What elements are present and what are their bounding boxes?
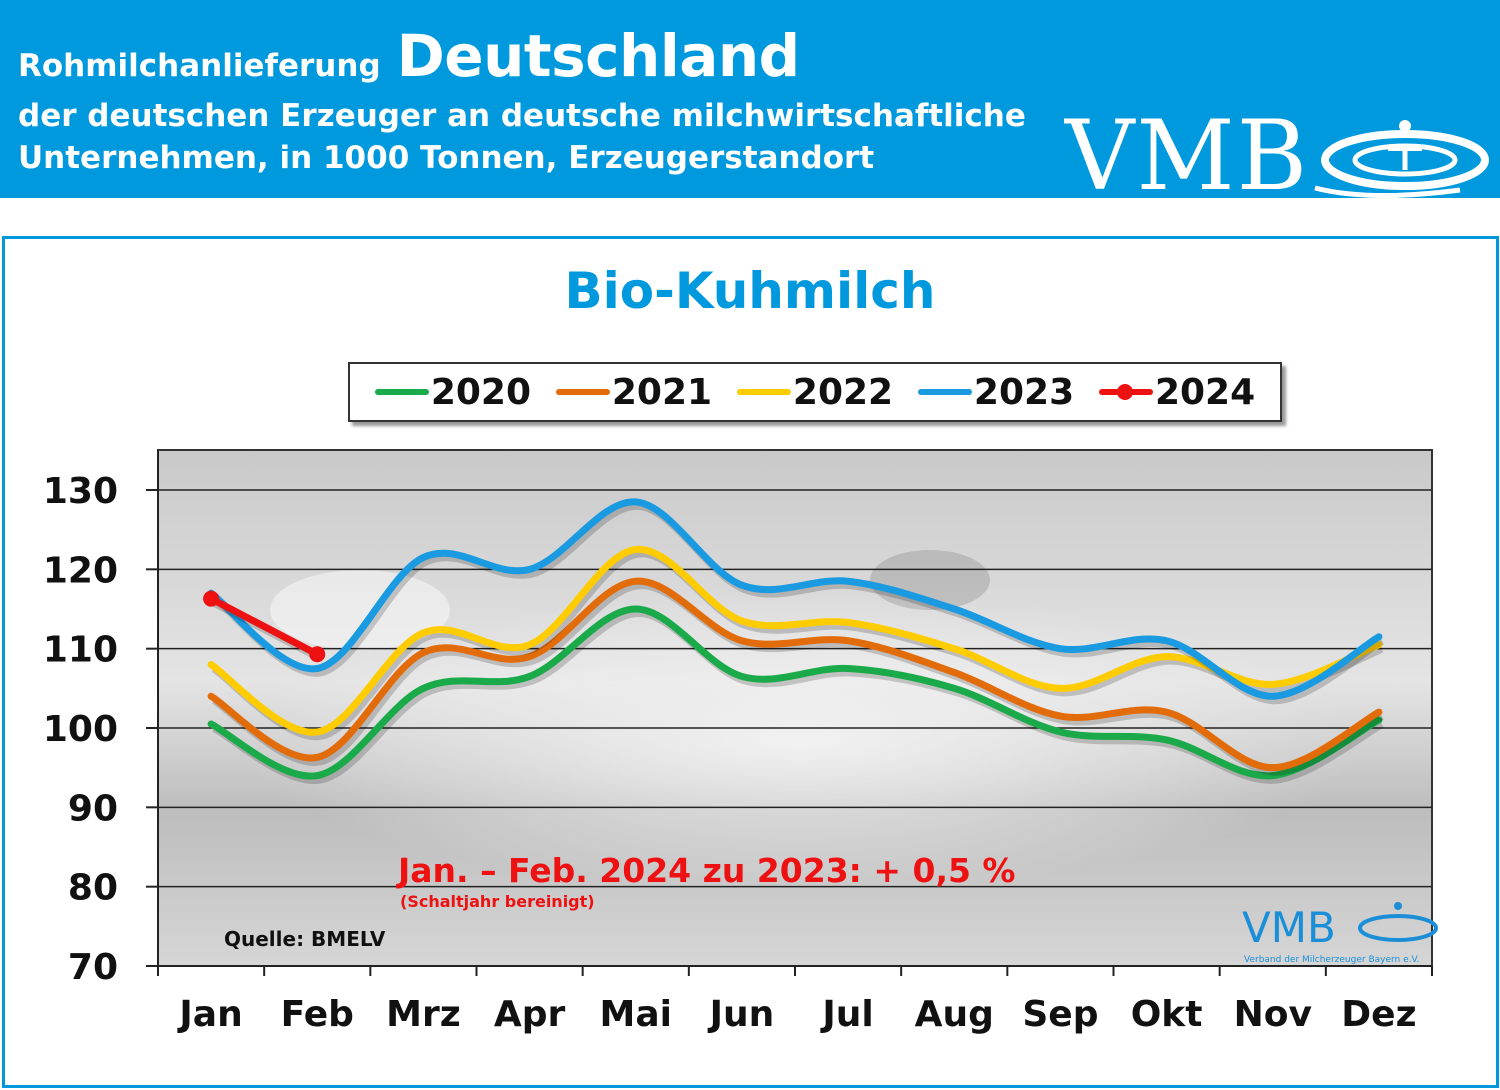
- y-axis: 70 80 90 100 110 120 130: [43, 450, 159, 988]
- watermark-logo-text: VMB: [1242, 903, 1336, 952]
- legend-label-2023: 2023: [973, 371, 1075, 413]
- y-tick-label: 120: [43, 550, 118, 591]
- header-subject: Rohmilchanlieferung: [18, 48, 381, 84]
- legend-item-2024: 2024: [1098, 371, 1256, 413]
- watermark-logo: VMB Verband der Milcherzeuger Bayern e.V…: [1242, 902, 1438, 965]
- y-tick-label: 130: [43, 471, 118, 512]
- x-tick-label: Jan: [176, 994, 242, 1035]
- x-tick-label: Sep: [1022, 994, 1098, 1035]
- legend-item-2020: 2020: [374, 371, 532, 413]
- legend-swatch-2023: [917, 389, 972, 395]
- watermark-text: Verband der Milcherzeuger Bayern e.V.: [1244, 955, 1419, 965]
- vmb-logo-icon: [1314, 120, 1489, 198]
- x-tick-label: Jun: [707, 994, 775, 1035]
- x-tick-label: Mrz: [386, 994, 461, 1035]
- legend-swatch-2020: [374, 389, 429, 395]
- source-label: Quelle: BMELV: [224, 927, 386, 951]
- legend-label-2021: 2021: [611, 371, 713, 413]
- x-tick-label: Feb: [281, 994, 354, 1035]
- annotation-sub: (Schaltjahr bereinigt): [400, 892, 595, 911]
- x-tick-label: Apr: [494, 994, 566, 1035]
- y-tick-label: 80: [68, 868, 118, 909]
- chart-title: Bio-Kuhmilch: [564, 262, 936, 320]
- header-line1: Rohmilchanlieferung Deutschland: [18, 22, 800, 90]
- header-description-line2: Unternehmen, in 1000 Tonnen, Erzeugersta…: [18, 140, 875, 176]
- legend-swatch-2024: [1098, 384, 1153, 400]
- data-point-2024: [203, 590, 220, 607]
- legend-item-2022: 2022: [736, 371, 894, 413]
- watermark-logo-icon: [1358, 914, 1438, 942]
- y-tick-label: 100: [43, 709, 118, 750]
- x-axis: Jan Feb Mrz Apr Mai Jun Jul Aug Sep Okt Nov Dez: [157, 965, 1433, 1035]
- series-line-2020: [207, 605, 1383, 780]
- series-line-2021: [207, 577, 1383, 772]
- x-tick-label: Aug: [915, 994, 994, 1035]
- legend-item-2023: 2023: [917, 371, 1075, 413]
- plot-background: [157, 449, 1433, 967]
- header-description-line1: der deutschen Erzeuger an deutsche milch…: [18, 98, 1026, 134]
- x-tick-label: Okt: [1131, 994, 1203, 1035]
- legend-label-2024: 2024: [1154, 371, 1256, 413]
- series-line-2024: [207, 595, 321, 658]
- series-line-2023: [207, 498, 1383, 700]
- legend-label-2022: 2022: [792, 371, 894, 413]
- series-group: [203, 498, 1385, 784]
- legend-swatch-2021: [555, 389, 610, 395]
- y-tick-label: 110: [43, 630, 118, 671]
- header-banner: Rohmilchanlieferung Deutschland der deuts…: [0, 0, 1500, 204]
- header-country: Deutschland: [396, 22, 801, 90]
- y-tick-label: 90: [68, 788, 118, 829]
- legend-item-2021: 2021: [555, 371, 713, 413]
- vmb-logo-text: VMB: [1065, 100, 1310, 212]
- x-tick-label: Nov: [1234, 994, 1312, 1035]
- x-tick-label: Dez: [1341, 994, 1416, 1035]
- chart-frame: [2, 236, 1499, 1088]
- y-tick-label: 70: [68, 947, 118, 988]
- legend-label-2020: 2020: [430, 371, 532, 413]
- chart-legend: 2020 2021 2022 2023 2024: [348, 362, 1282, 422]
- x-tick-label: Jul: [819, 994, 873, 1035]
- grid-lines: [158, 489, 1432, 888]
- x-tick-label: Mai: [600, 994, 672, 1035]
- annotation-main: Jan. – Feb. 2024 zu 2023: + 0,5 %: [396, 851, 1016, 890]
- legend-swatch-2022: [736, 389, 791, 395]
- data-point-2024: [309, 646, 326, 663]
- series-line-2022: [207, 545, 1383, 736]
